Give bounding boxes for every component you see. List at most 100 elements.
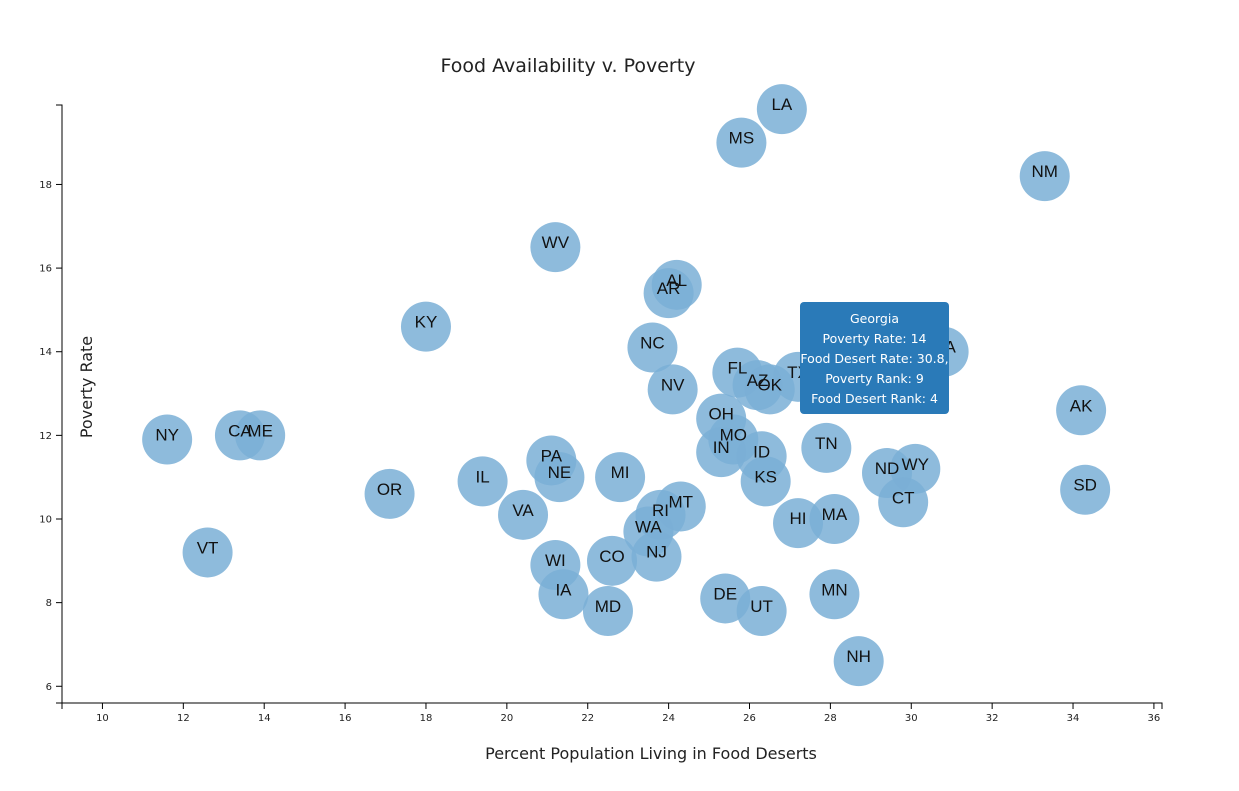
tooltip-state: Georgia (849, 311, 899, 326)
state-marker[interactable] (498, 489, 549, 540)
y-tick-label: 14 (39, 347, 52, 358)
state-label: KS (754, 467, 777, 486)
state-marker[interactable] (740, 456, 791, 507)
x-tick-label: 28 (824, 713, 837, 724)
state-label: OR (377, 480, 403, 499)
state-label: AR (657, 279, 681, 298)
x-tick-label: 10 (96, 713, 109, 724)
state-label: MT (668, 492, 693, 511)
state-label: NE (548, 463, 572, 482)
state-marker[interactable] (878, 477, 929, 528)
state-label: RI (652, 501, 669, 520)
state-marker[interactable] (235, 410, 286, 461)
state-label: KY (415, 313, 438, 332)
x-tick-label: 26 (743, 713, 756, 724)
state-marker[interactable] (534, 452, 585, 503)
state-marker[interactable] (773, 498, 824, 549)
state-label: WA (635, 518, 662, 537)
state-label: NJ (646, 543, 667, 562)
state-marker[interactable] (736, 586, 787, 636)
state-label: OH (708, 405, 734, 424)
state-label: WI (545, 551, 566, 570)
state-marker[interactable] (809, 494, 860, 544)
x-axis-label: Percent Population Living in Food Desert… (485, 744, 817, 763)
state-marker[interactable] (744, 364, 795, 415)
state-label: IA (555, 580, 572, 599)
state-label: SD (1073, 476, 1097, 495)
state-label: NC (640, 334, 665, 353)
x-tick-label: 20 (500, 713, 513, 724)
state-marker[interactable] (716, 117, 767, 168)
y-axis: 6 8 10 12 14 16 18 (39, 104, 63, 704)
x-tick-label: 24 (662, 713, 675, 724)
state-label: MD (595, 597, 621, 616)
chart-title: Food Availability v. Poverty (441, 55, 696, 77)
state-label: CT (892, 488, 915, 507)
y-tick-label: 12 (39, 431, 52, 442)
state-label: MS (729, 129, 755, 148)
x-tick-label: 22 (581, 713, 594, 724)
state-marker[interactable] (182, 527, 233, 578)
state-marker[interactable] (647, 364, 698, 415)
state-marker[interactable] (457, 456, 508, 507)
state-label: MN (821, 580, 847, 599)
state-label: AL (666, 271, 687, 290)
y-tick-label: 16 (39, 264, 52, 275)
x-tick-label: 34 (1067, 713, 1080, 724)
state-label: FL (727, 359, 747, 378)
state-marker[interactable] (643, 268, 694, 319)
y-axis-label: Poverty Rate (77, 336, 96, 438)
state-marker[interactable] (142, 414, 193, 465)
state-marker[interactable] (538, 569, 589, 620)
state-marker[interactable] (627, 322, 678, 373)
tooltip-food-desert-rate: Food Desert Rate: 30.8, (800, 351, 949, 366)
state-marker[interactable] (1019, 151, 1070, 202)
state-marker[interactable] (582, 586, 633, 636)
state-marker[interactable] (587, 535, 637, 586)
state-label: IN (713, 438, 730, 457)
y-tick-label: 18 (39, 180, 52, 191)
state-marker[interactable] (530, 222, 581, 273)
state-marker[interactable] (809, 569, 860, 620)
state-marker[interactable] (756, 84, 807, 135)
state-label: ME (247, 421, 273, 440)
state-label: CA (228, 421, 252, 440)
state-marker[interactable] (1056, 385, 1107, 436)
x-tick-label: 16 (339, 713, 352, 724)
state-label: AZ (747, 371, 769, 390)
x-tick-label: 32 (986, 713, 999, 724)
y-axis-line (56, 104, 63, 704)
state-label: ID (753, 442, 770, 461)
state-marker[interactable] (400, 301, 451, 352)
state-label: UT (750, 597, 773, 616)
state-marker[interactable] (631, 531, 682, 582)
state-marker[interactable] (1060, 464, 1111, 515)
state-marker[interactable] (595, 452, 646, 503)
state-label: MI (611, 463, 630, 482)
tooltip-food-desert-rank: Food Desert Rank: 4 (811, 391, 938, 406)
x-axis-line (61, 702, 1163, 709)
state-marker[interactable] (801, 422, 852, 473)
state-marker[interactable] (696, 427, 747, 478)
state-label: TN (815, 434, 838, 453)
x-tick-label: 14 (258, 713, 271, 724)
state-label: VA (512, 501, 534, 520)
state-marker[interactable] (833, 636, 884, 687)
state-label: IL (475, 467, 489, 486)
state-label: WV (542, 233, 570, 252)
x-tick-label: 12 (177, 713, 190, 724)
state-label: OK (757, 375, 782, 394)
state-label: VT (197, 538, 219, 557)
state-label: MA (822, 505, 848, 524)
state-label: AK (1070, 396, 1093, 415)
state-label: WY (902, 455, 929, 474)
x-tick-label: 30 (905, 713, 918, 724)
state-label: DE (713, 584, 737, 603)
state-label: ND (875, 459, 900, 478)
state-label: HI (790, 509, 807, 528)
state-label: NH (846, 647, 871, 666)
state-marker[interactable] (364, 468, 415, 519)
x-tick-label: 36 (1148, 713, 1161, 724)
x-tick-label: 18 (420, 713, 433, 724)
